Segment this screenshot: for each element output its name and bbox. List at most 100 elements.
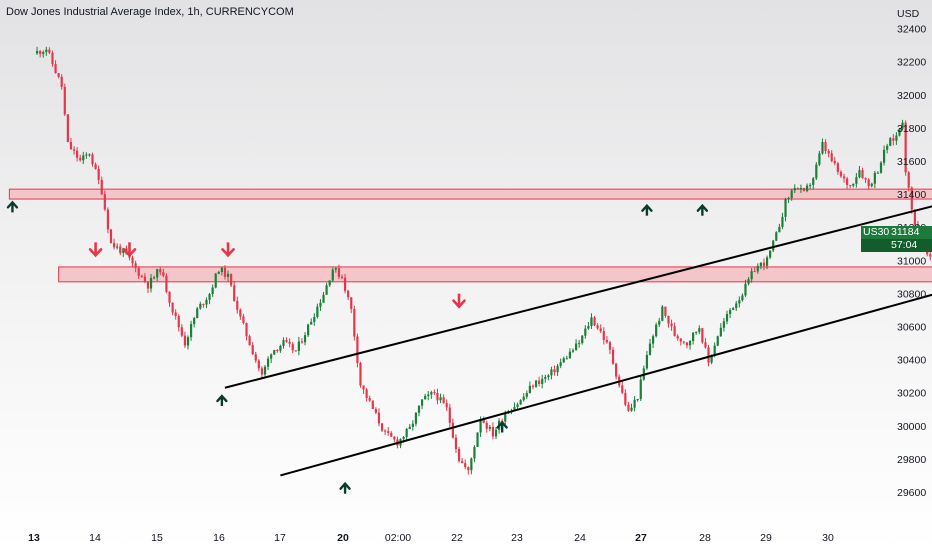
candle-body — [103, 194, 106, 210]
candle-body — [69, 141, 73, 150]
candle-264 — [849, 184, 852, 189]
y-tick-label: 31000 — [897, 255, 926, 267]
candle-body — [769, 250, 772, 258]
candle-body — [753, 271, 756, 273]
candle-238 — [769, 250, 772, 260]
candle-body — [525, 393, 528, 397]
candle-3 — [45, 46, 48, 56]
candle-210 — [682, 341, 685, 345]
candle-body — [784, 199, 787, 217]
candle-267 — [858, 165, 861, 179]
candle-body — [214, 273, 217, 288]
candle-137 — [457, 446, 461, 463]
candle-110 — [374, 407, 377, 415]
candle-235 — [759, 262, 762, 270]
candle-68 — [245, 322, 248, 341]
x-tick-label: 13 — [28, 532, 40, 544]
y-tick-label: 32000 — [897, 90, 926, 102]
candle-122 — [411, 420, 414, 431]
candle-body — [849, 185, 852, 187]
candle-body — [211, 287, 214, 295]
candle-98 — [337, 264, 341, 280]
candle-body — [707, 347, 710, 363]
candle-body — [772, 240, 775, 251]
candle-body — [873, 172, 876, 184]
candle-201 — [655, 322, 658, 338]
candle-138 — [461, 457, 464, 464]
candle-body — [390, 432, 393, 437]
candle-170 — [559, 358, 562, 369]
candle-11 — [69, 137, 73, 150]
candle-body — [824, 141, 827, 151]
candle-111 — [377, 408, 381, 427]
candle-187 — [611, 346, 615, 365]
candle-97 — [334, 267, 337, 273]
candle-148 — [491, 422, 495, 440]
candle-body — [522, 396, 525, 401]
candle-body — [636, 399, 639, 401]
candle-body — [279, 345, 282, 351]
candle-body — [491, 426, 495, 437]
candle-283 — [907, 171, 910, 192]
candle-25 — [112, 238, 116, 250]
candle-body — [42, 51, 45, 54]
candle-body — [254, 354, 257, 361]
candle-241 — [778, 223, 781, 233]
candle-body — [476, 432, 479, 447]
candle-body — [439, 397, 442, 401]
candle-body — [356, 336, 359, 364]
candle-body — [870, 183, 873, 187]
candle-body — [565, 358, 568, 360]
candle-143 — [476, 432, 479, 447]
candle-186 — [608, 340, 612, 355]
candle-249 — [802, 187, 806, 192]
candle-body — [294, 350, 297, 352]
candle-body — [728, 309, 732, 314]
candle-271 — [870, 182, 873, 188]
candle-104 — [356, 333, 359, 368]
candle-206 — [670, 319, 673, 331]
candle-290 — [929, 251, 932, 261]
candle-body — [76, 150, 79, 158]
candle-26 — [116, 243, 119, 250]
candle-140 — [467, 466, 470, 475]
candle-38 — [153, 275, 156, 280]
candle-134 — [448, 403, 451, 428]
candle-body — [470, 458, 473, 471]
candle-120 — [405, 427, 408, 441]
candle-5 — [51, 50, 54, 67]
trendline-1 — [224, 205, 932, 389]
candle-body — [676, 336, 679, 339]
y-tick-label: 29600 — [897, 487, 926, 499]
candle-115 — [390, 431, 393, 438]
x-tick-label: 24 — [574, 532, 586, 544]
candle-61 — [223, 265, 227, 280]
candle-body — [183, 335, 187, 346]
up-arrow-head — [216, 394, 228, 403]
candle-body — [627, 404, 630, 411]
candle-body — [713, 345, 716, 356]
candle-body — [775, 232, 778, 241]
candle-body — [787, 198, 790, 200]
candle-176 — [578, 339, 581, 348]
candle-179 — [587, 322, 590, 330]
candle-body — [325, 285, 328, 295]
candle-body — [538, 380, 541, 384]
candle-body — [781, 216, 784, 227]
candle-132 — [442, 394, 445, 404]
candle-94 — [325, 282, 328, 295]
candle-22 — [103, 190, 106, 212]
candle-244 — [787, 196, 790, 204]
y-tick-label: 30400 — [897, 355, 926, 367]
candle-body — [608, 342, 612, 350]
candle-body — [559, 362, 562, 366]
candle-body — [226, 273, 230, 277]
candle-body — [193, 318, 196, 325]
candle-body — [300, 341, 304, 343]
candle-body — [852, 183, 855, 186]
candle-14 — [79, 154, 82, 162]
candle-60 — [220, 266, 223, 276]
candle-1 — [39, 50, 42, 58]
candle-body — [587, 325, 590, 329]
